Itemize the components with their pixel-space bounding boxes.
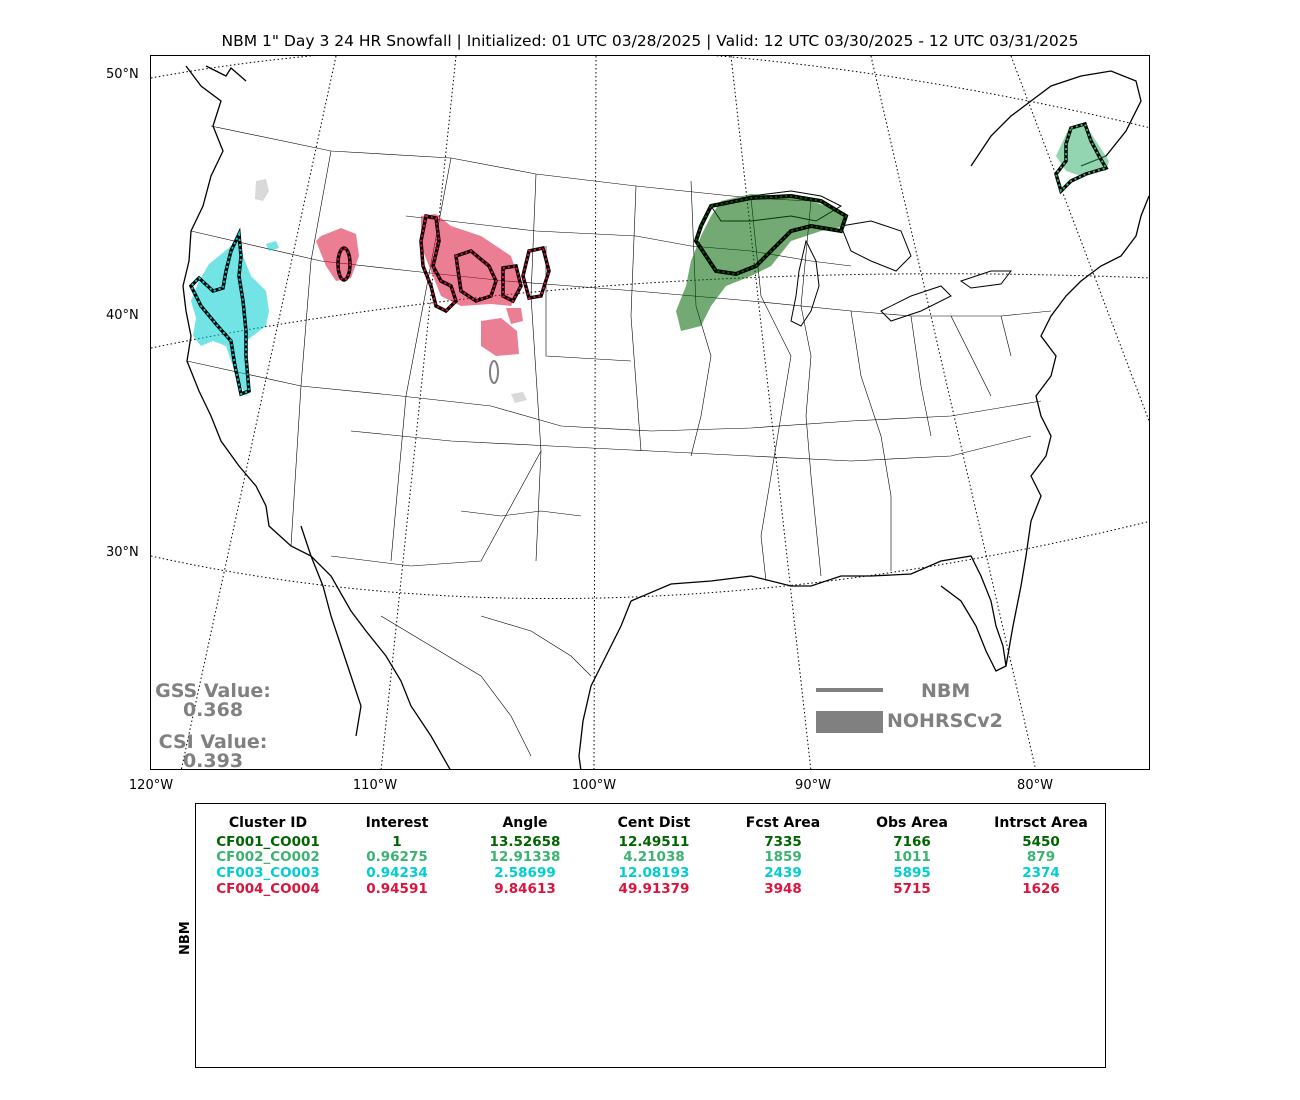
table-header-cell: Cluster ID — [228, 815, 308, 831]
csi-label: CSI Value: — [158, 731, 268, 753]
table-cell: 4.21038 — [623, 849, 685, 865]
table-cell: 0.96275 — [366, 849, 428, 865]
table-header-cell: Fcst Area — [745, 815, 821, 831]
table-cell: 3948 — [764, 881, 802, 897]
graticule — [151, 56, 1149, 769]
table-cell: 879 — [1026, 849, 1056, 865]
cluster-cf001 — [676, 193, 849, 331]
table-cell: 12.91338 — [489, 849, 561, 865]
table-header-cell: Interest — [365, 815, 429, 831]
table-cell: 12.49511 — [618, 834, 690, 850]
table-cell: 0.94591 — [366, 881, 428, 897]
table-cluster-id: CF001_CO001 — [216, 834, 320, 850]
gss-label: GSS Value: — [155, 680, 271, 702]
table-cell: 5895 — [893, 865, 931, 881]
cluster-cf004 — [316, 213, 551, 356]
table-cell: 49.91379 — [618, 881, 690, 897]
table-header-cell: Angle — [502, 815, 548, 831]
lon-label-90: 90°W — [795, 778, 831, 793]
table-cell: 2374 — [1022, 865, 1060, 881]
legend-nohrsc-label: NOHRSCv2 — [887, 710, 1003, 732]
legend-nbm-label: NBM — [921, 680, 971, 702]
lon-label-120: 120°W — [128, 778, 174, 793]
table-cell: 2439 — [764, 865, 802, 881]
table-cluster-id: CF003_CO003 — [216, 865, 320, 881]
table-header-cell: Intrsct Area — [994, 815, 1088, 831]
lat-label-30: 30°N — [106, 545, 139, 560]
lon-label-80: 80°W — [1017, 778, 1053, 793]
table-header-cell: Obs Area — [876, 815, 948, 831]
table-cell: 0.94234 — [366, 865, 428, 881]
table-cell: 1626 — [1022, 881, 1060, 897]
boundaries — [186, 125, 1052, 757]
table-cell: 1 — [392, 834, 402, 850]
coastline — [182, 65, 1149, 769]
gss-value: 0.368 — [182, 699, 244, 721]
map-panel — [150, 55, 1150, 770]
table-cell: 9.84613 — [494, 881, 556, 897]
table-cell: 7335 — [764, 834, 802, 850]
us-map — [151, 56, 1149, 769]
unmatched-nbm-outline — [489, 360, 499, 384]
table-header-cell: Cent Dist — [617, 815, 691, 831]
table-side-label: NBM — [178, 921, 193, 955]
lat-label-50: 50°N — [106, 67, 139, 82]
lon-label-100: 100°W — [571, 778, 617, 793]
table-cell: 12.08193 — [618, 865, 690, 881]
chart-title: NBM 1" Day 3 24 HR Snowfall | Initialize… — [221, 32, 1079, 50]
lon-label-110: 110°W — [352, 778, 398, 793]
unmatched-blobs — [255, 179, 527, 403]
csi-value: 0.393 — [182, 750, 244, 772]
lat-label-40: 40°N — [106, 308, 139, 323]
table-cell: 2.58699 — [494, 865, 556, 881]
cluster-stats-table — [195, 803, 1106, 1068]
table-cluster-id: CF004_CO004 — [216, 881, 320, 897]
table-cell: 7166 — [893, 834, 931, 850]
table-cell: 5715 — [893, 881, 931, 897]
table-cell: 1011 — [893, 849, 931, 865]
cluster-cf003 — [188, 227, 279, 397]
table-cell: 13.52658 — [489, 834, 561, 850]
table-cell: 1859 — [764, 849, 802, 865]
cluster-cf002 — [1054, 121, 1109, 195]
legend-nohrsc-swatch — [816, 711, 883, 733]
table-cluster-id: CF002_CO002 — [216, 849, 320, 865]
table-cell: 5450 — [1022, 834, 1060, 850]
